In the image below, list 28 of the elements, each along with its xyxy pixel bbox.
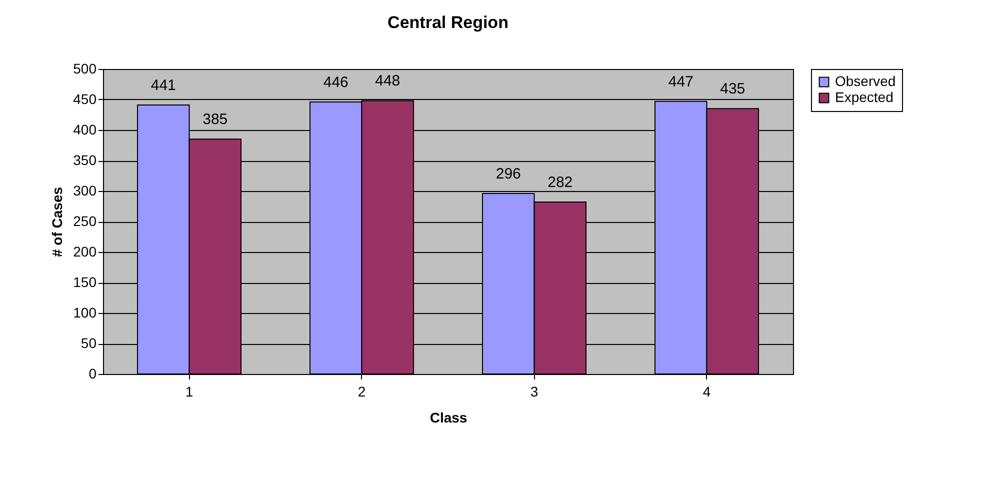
data-label: 435 xyxy=(720,80,746,98)
data-label: 385 xyxy=(202,111,228,128)
y-tick-label: 0 xyxy=(88,366,97,382)
x-axis-title: Class xyxy=(430,410,468,426)
y-axis-title: # of Cases xyxy=(49,186,66,258)
x-tick-label: 4 xyxy=(702,384,711,400)
x-tick-label: 3 xyxy=(530,384,538,400)
y-tick-label: 350 xyxy=(73,152,97,168)
y-tick-label: 200 xyxy=(73,244,97,260)
data-label: 296 xyxy=(496,165,521,182)
y-tick-label: 400 xyxy=(73,122,97,138)
x-tick-label: 2 xyxy=(358,384,366,400)
data-label: 446 xyxy=(323,74,348,91)
y-tick-label: 300 xyxy=(73,182,97,198)
legend-label: Expected xyxy=(835,89,894,105)
y-tick-label: 50 xyxy=(80,335,97,351)
legend-label: Observed xyxy=(835,73,896,89)
y-tick-label: 250 xyxy=(73,213,97,229)
data-label: 448 xyxy=(375,72,400,90)
chart-title: Central Region xyxy=(388,13,508,32)
data-label: 447 xyxy=(668,73,694,90)
y-tick-label: 500 xyxy=(73,60,97,76)
y-tick-label: 450 xyxy=(73,91,97,107)
data-label: 282 xyxy=(548,174,573,191)
y-tick-label: 100 xyxy=(73,304,97,320)
x-tick-label: 1 xyxy=(185,384,194,400)
data-label: 441 xyxy=(150,76,176,94)
y-tick-label: 150 xyxy=(73,274,97,290)
